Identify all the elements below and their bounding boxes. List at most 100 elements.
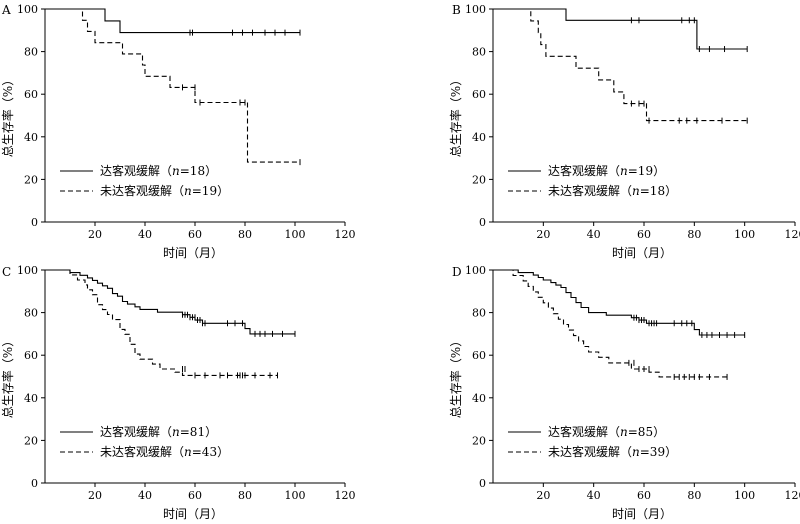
y-tick-label: 20 [472, 434, 486, 447]
legend-label: 达客观缓解（n=81） [100, 424, 217, 439]
x-tick-label: 120 [335, 228, 356, 241]
legend-label-n: n [620, 425, 628, 439]
survival-curve-response [45, 269, 295, 335]
legend-label-n: n [184, 184, 192, 198]
legend-label-prefix: 达客观缓解（ [100, 163, 172, 178]
y-tick-label: 80 [472, 307, 486, 320]
x-tick-label: 120 [335, 489, 356, 502]
x-tick-label: 20 [88, 228, 102, 241]
x-tick-label: 100 [734, 228, 755, 241]
survival-curve-non-response [45, 269, 278, 376]
x-tick-label: 60 [637, 228, 651, 241]
legend-label-suffix: =19） [628, 164, 665, 178]
survival-curve-response [493, 269, 745, 336]
legend-label-n: n [184, 445, 192, 459]
y-tick-label: 40 [24, 131, 38, 144]
y-tick-label: 100 [465, 3, 486, 16]
panel-letter: B [452, 3, 461, 17]
legend-label-suffix: =18） [640, 184, 677, 198]
y-tick-label: 0 [479, 477, 486, 490]
x-tick-label: 60 [637, 489, 651, 502]
y-tick-label: 100 [17, 3, 38, 16]
legend-label: 未达客观缓解（n=18） [548, 183, 677, 198]
y-axis-label: 总生存率（%） [0, 335, 15, 418]
y-tick-label: 0 [479, 216, 486, 229]
survival-curve-non-response [493, 269, 727, 378]
x-tick-label: 100 [285, 489, 306, 502]
x-tick-label: 20 [536, 489, 550, 502]
x-axis-label: 时间（月） [163, 507, 223, 521]
y-tick-label: 60 [472, 349, 486, 362]
y-tick-label: 0 [31, 477, 38, 490]
y-tick-label: 60 [24, 88, 38, 101]
legend-label-suffix: =81） [180, 425, 217, 439]
legend-label-prefix: 未达客观缓解（ [100, 444, 184, 459]
x-tick-label: 20 [536, 228, 550, 241]
survival-curve-response [45, 8, 300, 34]
legend-label-n: n [620, 164, 628, 178]
x-tick-label: 60 [188, 489, 202, 502]
legend-label: 达客观缓解（n=85） [548, 424, 665, 439]
y-tick-label: 80 [24, 46, 38, 59]
km-panel-b: B 0 20 40 60 80 100 20 40 60 80 100 120 时间（月） 总生存率（%） 达… [448, 3, 800, 260]
y-tick-label: 20 [24, 434, 38, 447]
panel-letter: A [1, 3, 11, 17]
legend-label-suffix: =85） [628, 425, 665, 439]
legend-label: 未达客观缓解（n=43） [100, 444, 229, 459]
y-tick-label: 20 [472, 173, 486, 186]
legend-label-prefix: 未达客观缓解（ [548, 444, 632, 459]
legend-label-suffix: =19） [192, 184, 229, 198]
legend-label-n: n [632, 445, 640, 459]
legend-label-prefix: 未达客观缓解（ [100, 183, 184, 198]
x-tick-label: 100 [734, 489, 755, 502]
y-tick-label: 60 [472, 88, 486, 101]
y-tick-label: 80 [24, 307, 38, 320]
x-tick-label: 40 [587, 489, 601, 502]
survival-curve-non-response [45, 8, 300, 163]
legend-label-prefix: 达客观缓解（ [548, 424, 620, 439]
km-panel-d: D 0 20 40 60 80 100 20 40 60 80 100 120 时间（月） 总生存率（%） 达… [448, 264, 800, 521]
y-tick-label: 40 [24, 392, 38, 405]
x-tick-label: 20 [88, 489, 102, 502]
x-tick-label: 80 [238, 228, 252, 241]
x-tick-label: 80 [687, 489, 701, 502]
legend-label-n: n [172, 164, 180, 178]
y-axis-label: 总生存率（%） [448, 74, 463, 157]
x-tick-label: 120 [785, 489, 800, 502]
x-axis-label: 时间（月） [163, 246, 223, 260]
legend-label-suffix: =43） [192, 445, 229, 459]
y-tick-label: 100 [465, 264, 486, 277]
x-tick-label: 40 [138, 228, 152, 241]
y-tick-label: 40 [472, 392, 486, 405]
legend-label-n: n [172, 425, 180, 439]
legend-label-prefix: 达客观缓解（ [548, 163, 620, 178]
y-tick-label: 20 [24, 173, 38, 186]
km-panel-c: C 0 20 40 60 80 100 20 40 60 80 100 120 时间（月） 总生存率（%） 达… [0, 264, 356, 521]
x-tick-label: 100 [285, 228, 306, 241]
legend-label: 未达客观缓解（n=19） [100, 183, 229, 198]
y-tick-label: 40 [472, 131, 486, 144]
legend-label-n: n [632, 184, 640, 198]
legend-label: 未达客观缓解（n=39） [548, 444, 677, 459]
legend-label-prefix: 达客观缓解（ [100, 424, 172, 439]
survival-curve-non-response [493, 8, 748, 122]
legend-label-prefix: 未达客观缓解（ [548, 183, 632, 198]
y-tick-label: 0 [31, 216, 38, 229]
legend-label: 达客观缓解（n=18） [100, 163, 217, 178]
x-axis-label: 时间（月） [612, 507, 672, 521]
y-tick-label: 60 [24, 349, 38, 362]
x-axis-label: 时间（月） [612, 246, 672, 260]
x-tick-label: 80 [687, 228, 701, 241]
y-tick-label: 80 [472, 46, 486, 59]
legend-label: 达客观缓解（n=19） [548, 163, 665, 178]
km-panel-a: A 0 20 40 60 80 100 20 40 60 80 100 120 时间（月） 总生存率（%） 达… [0, 3, 356, 260]
y-tick-label: 100 [17, 264, 38, 277]
panel-letter: D [452, 265, 462, 279]
panel-letter: C [2, 265, 11, 279]
legend-label-suffix: =39） [640, 445, 677, 459]
y-axis-label: 总生存率（%） [448, 335, 463, 418]
legend-label-suffix: =18） [180, 164, 217, 178]
x-tick-label: 40 [587, 228, 601, 241]
y-axis-label: 总生存率（%） [0, 74, 15, 157]
